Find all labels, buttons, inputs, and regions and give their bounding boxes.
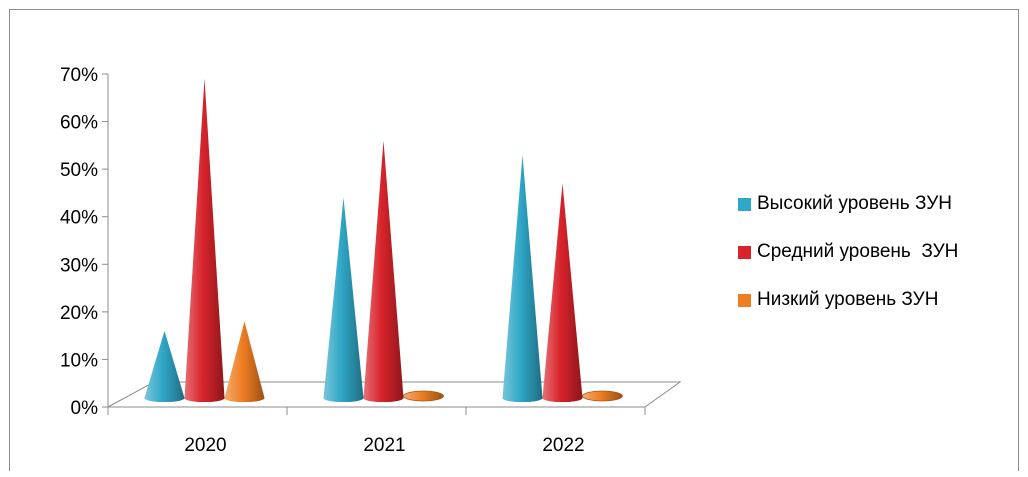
- cone-mark: [323, 197, 364, 402]
- y-tick-label: 20%: [60, 303, 98, 324]
- legend-label-medium: Средний уровень ЗУН: [757, 241, 959, 262]
- cone-mark: [363, 140, 404, 402]
- y-tick-label: 30%: [60, 255, 98, 276]
- chart-frame: [9, 9, 1019, 471]
- y-tick-label: 0%: [71, 398, 99, 419]
- cone-mark: [403, 390, 444, 402]
- y-tick-label: 40%: [60, 208, 98, 229]
- legend-swatch-low: [738, 293, 751, 307]
- cone-body: [582, 390, 623, 402]
- cone-body: [224, 321, 265, 402]
- cone-body: [184, 78, 225, 402]
- legend-label-high: Высокий уровень ЗУН: [757, 193, 953, 214]
- y-tick-label: 50%: [60, 160, 98, 181]
- cone-body: [363, 140, 404, 402]
- cone-body: [144, 330, 185, 402]
- legend-item-low: Низкий уровень ЗУН: [738, 276, 958, 324]
- x-category-label: 2020: [184, 435, 226, 456]
- cone-mark: [542, 183, 583, 402]
- cone-body: [323, 197, 364, 402]
- cone-mark: [502, 154, 543, 402]
- y-tick-label: 10%: [60, 350, 98, 371]
- legend: Высокий уровень ЗУН Средний уровень ЗУН …: [738, 180, 958, 324]
- cone-body: [542, 183, 583, 402]
- cone-body: [403, 390, 444, 402]
- cone-mark: [224, 321, 265, 402]
- legend-item-high: Высокий уровень ЗУН: [738, 180, 958, 228]
- legend-item-medium: Средний уровень ЗУН: [738, 228, 958, 276]
- x-category-label: 2022: [542, 435, 584, 456]
- legend-swatch-medium: [738, 245, 751, 259]
- cone-body: [502, 154, 543, 402]
- legend-label-low: Низкий уровень ЗУН: [757, 289, 939, 310]
- cone-mark: [582, 390, 623, 402]
- y-tick-label: 70%: [60, 65, 98, 86]
- cone-mark: [144, 330, 185, 402]
- legend-swatch-high: [738, 197, 751, 211]
- cone-mark: [184, 78, 225, 402]
- x-category-label: 2021: [363, 435, 405, 456]
- y-tick-label: 60%: [60, 113, 98, 134]
